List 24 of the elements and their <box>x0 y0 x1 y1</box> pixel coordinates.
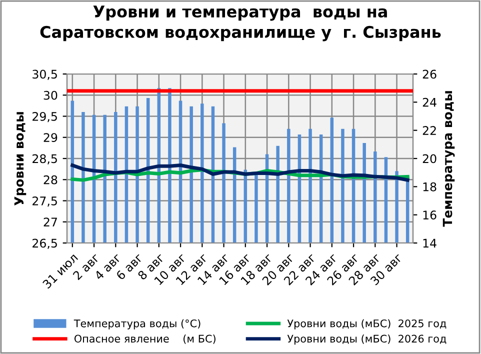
legend-label: Уровни воды (мБС) 2026 год <box>287 334 446 345</box>
y-tick-label: 28,5 <box>32 154 57 164</box>
y2-tick-label: 14 <box>423 238 436 248</box>
chart-title: Уровни и температура воды на Саратовском водохранилище у г. Сызрань <box>40 6 441 42</box>
y-axis-title: Уровни воды <box>14 112 26 206</box>
y2-tick-label: 20 <box>422 154 436 164</box>
y2-tick-label: 22 <box>422 126 436 135</box>
y-tick-label: 28 <box>44 175 58 184</box>
y-tick-label: 29,5 <box>32 112 57 122</box>
y2-tick-label: 18 <box>423 182 436 192</box>
legend-label: Температура воды (°C) <box>74 319 200 330</box>
y-tick-label: 30,5 <box>32 70 57 80</box>
legend-label: Уровни воды (мБС) 2025 год <box>287 319 446 330</box>
y-tick-label: 26,5 <box>32 238 57 249</box>
y-tick-label: 29 <box>44 133 58 142</box>
y2-tick-label: 24 <box>422 98 436 107</box>
y2-axis-title: Температура воды <box>442 91 455 227</box>
y2-tick-label: 16 <box>423 210 436 220</box>
y-tick-label: 27,5 <box>32 196 57 207</box>
y2-tick-label: 26 <box>422 70 436 79</box>
y-tick-label: 27 <box>44 218 57 226</box>
line-series <box>70 164 410 182</box>
y-tick-label: 30 <box>44 90 58 100</box>
legend-label: Опасное явление (м БС) <box>74 334 216 344</box>
